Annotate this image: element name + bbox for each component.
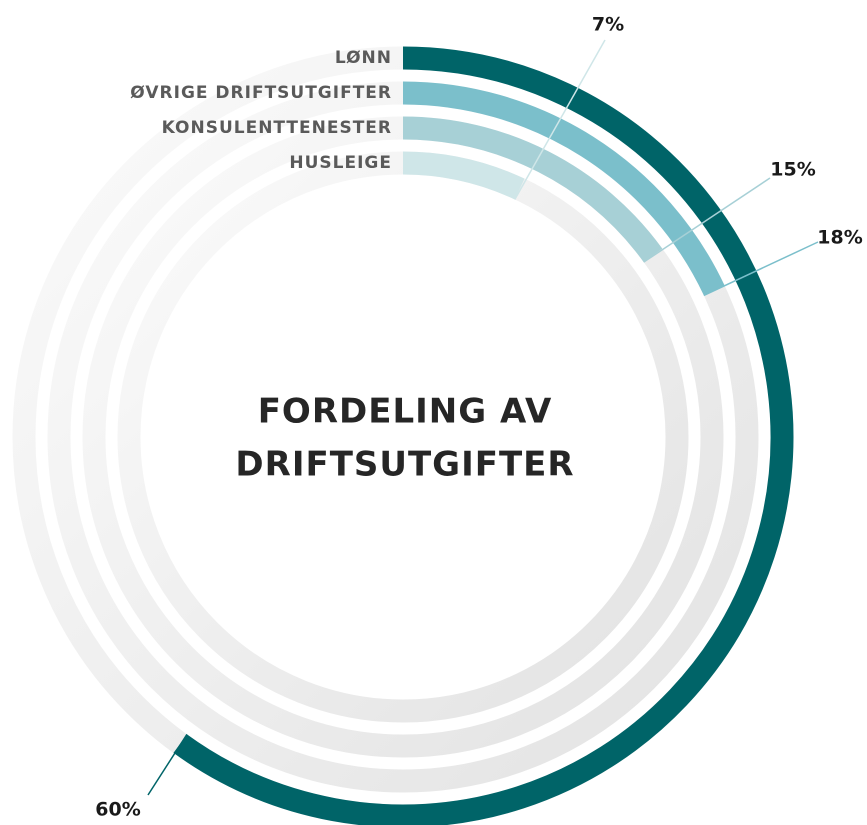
chart-title: DRIFTSUTGIFTER — [235, 445, 574, 485]
bar — [402, 81, 725, 296]
value-label: 15% — [770, 159, 815, 181]
value-label: 7% — [592, 14, 624, 36]
chart-title: FORDELING AV — [258, 392, 553, 432]
category-label: HUSLEIGE — [289, 153, 392, 173]
leader-line — [643, 177, 771, 263]
leader-line — [703, 241, 819, 297]
category-label: KONSULENTTENESTER — [162, 118, 392, 138]
track — [117, 151, 689, 723]
value-label: 18% — [817, 227, 862, 249]
bar — [402, 151, 525, 200]
leader-line — [514, 39, 606, 200]
bar — [173, 46, 794, 825]
value-label: 60% — [95, 799, 140, 821]
category-label: LØNN — [335, 48, 392, 68]
bar — [402, 116, 663, 263]
leader-line — [147, 733, 188, 796]
category-label: ØVRIGE DRIFTSUTGIFTER — [130, 83, 392, 103]
